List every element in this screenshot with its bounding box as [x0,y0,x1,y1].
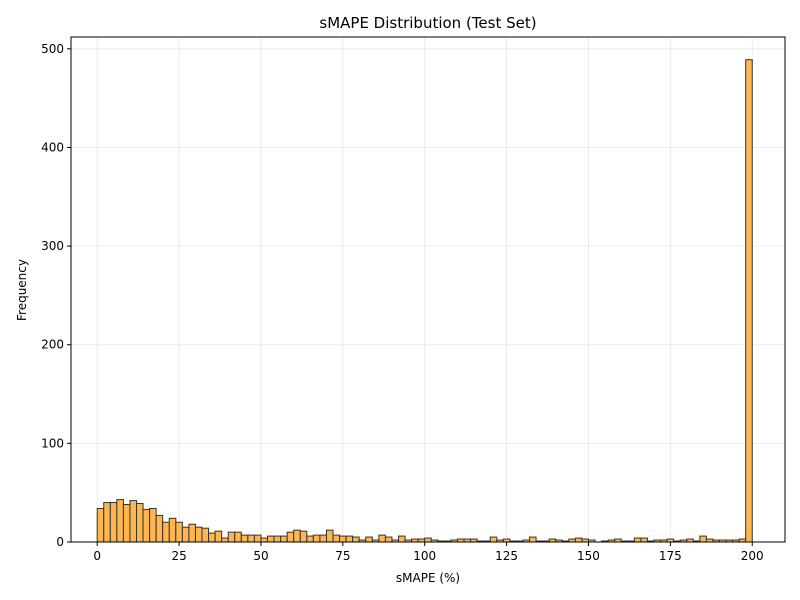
histogram-bar [574,537,583,543]
histogram-bar [384,536,393,543]
histogram-bar [273,535,282,543]
histogram-bar [267,535,275,543]
x-tick-label: 150 [577,549,600,563]
x-axis-ticks: 0 25 50 75 100 125 150 175 200 [93,542,764,563]
histogram-bar [142,508,151,543]
y-tick-label: 100 [41,436,64,450]
y-tick-label: 300 [41,239,64,253]
plot-area-frame [70,36,786,543]
histogram-bar [286,531,295,543]
histogram-bar [293,529,301,543]
x-tick-label: 100 [413,549,436,563]
histogram-bar [234,531,242,543]
histogram-bar [188,523,196,543]
histogram-bar [253,534,262,543]
histogram-bar [633,537,642,543]
histogram-bar [398,535,406,543]
x-axis-label: sMAPE (%) [396,571,460,585]
y-tick-label: 500 [41,42,64,56]
chart-title: sMAPE Distribution (Test Set) [319,14,536,32]
histogram-bar [208,532,216,543]
x-tick-label: 75 [335,549,350,563]
histogram-bar [96,507,105,543]
histogram-bar [240,534,249,543]
histogram-bar [529,536,537,543]
y-axis-ticks: 0 100 200 300 400 500 [41,42,71,549]
histogram-bar [168,517,177,543]
histogram-bar [136,503,144,543]
histogram-bar [214,530,223,543]
histogram-bar [312,534,321,543]
x-tick-label: 50 [253,549,268,563]
y-tick-label: 400 [41,140,64,154]
histogram-bar [306,535,314,543]
y-axis-label: Frequency [15,259,29,321]
histogram-bar [149,507,157,543]
histogram-bar [260,537,269,543]
y-tick-label: 200 [41,338,64,352]
x-tick-label: 175 [659,549,682,563]
histogram-bar [109,502,118,543]
histogram-bar [325,529,334,543]
histogram-bar [129,500,138,543]
histogram-bar [745,59,753,543]
histogram-bar [194,526,203,543]
histogram-bar [155,514,164,543]
histogram-bar [201,527,210,543]
histogram-bar [227,531,236,543]
histogram-bar [122,504,131,543]
histogram-bar [175,521,183,543]
histogram-bar [489,536,498,543]
histogram-bar [640,537,648,543]
histogram-bar [280,535,288,543]
histogram-bar [352,536,360,543]
x-tick-label: 25 [171,549,186,563]
histogram-bar [103,502,111,543]
histogram-bar [181,526,190,543]
histogram-bar [247,534,255,543]
histogram-bar [365,536,373,543]
histogram-bar [299,530,308,543]
x-tick-label: 200 [741,549,764,563]
histogram-bar [699,535,707,543]
x-tick-label: 0 [93,549,101,563]
histogram-bar [116,499,124,543]
histogram-bar [424,537,432,543]
x-tick-label: 125 [495,549,518,563]
y-tick-label: 0 [56,535,64,549]
histogram-bar [319,534,327,543]
histogram-bar [221,537,229,543]
histogram-bar [378,534,386,543]
histogram-bar [339,535,347,543]
histogram-bar [345,535,354,543]
histogram-bar [332,534,341,543]
histogram-bar [162,521,170,543]
